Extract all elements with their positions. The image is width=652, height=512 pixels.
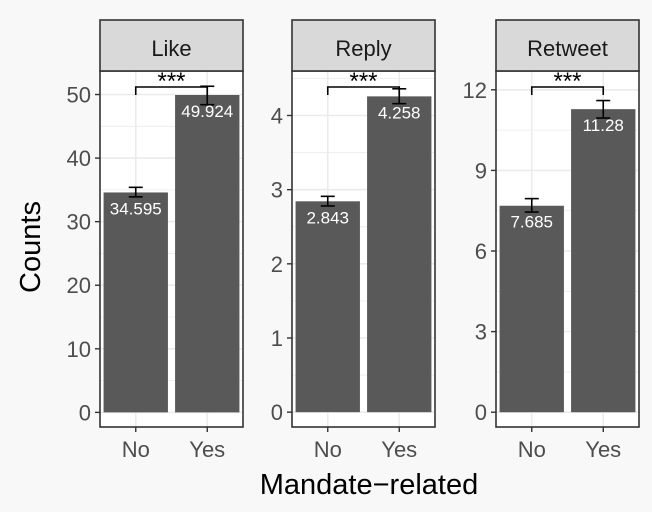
bar-value-label: 34.595 <box>110 199 162 218</box>
significance-stars: *** <box>157 68 185 95</box>
y-tick-label: 30 <box>67 210 91 235</box>
panel-reply: 0 1 2 3 4 2.843 4.258*** Reply No Yes <box>271 19 436 462</box>
y-tick-label: 50 <box>67 83 91 108</box>
y-tick-label: 1 <box>271 326 283 351</box>
facet-strip-label: Retweet <box>527 36 608 61</box>
panel-like: 0 10 20 30 40 50 34.595 49.924 *** Like No Yes <box>67 19 244 462</box>
bar-yes <box>571 109 636 413</box>
y-tick-label: 40 <box>67 146 91 171</box>
bar-no <box>295 201 360 413</box>
y-tick-label: 10 <box>67 337 91 362</box>
significance-bracket <box>134 86 209 95</box>
bar-yes <box>367 96 432 413</box>
bar-value-label: 49.924 <box>181 102 233 121</box>
y-tick-label: 3 <box>475 320 487 345</box>
x-tick-label: No <box>518 437 546 462</box>
facet-strip <box>291 19 436 72</box>
facet-strip-label: Reply <box>335 36 391 61</box>
y-tick-label: 3 <box>271 178 283 203</box>
panel-retweet: 0 3 6 9 12 7.685 11.28 *** Retweet No Yes <box>463 19 640 462</box>
y-tick-label: 0 <box>79 400 91 425</box>
significance-stars: *** <box>349 68 377 95</box>
significance-stars: *** <box>553 68 581 95</box>
y-axis-title: Counts <box>15 201 47 293</box>
x-tick-label: Yes <box>189 437 225 462</box>
y-tick-label: 20 <box>67 273 91 298</box>
bar-yes <box>175 95 240 413</box>
y-tick-label: 9 <box>475 158 487 183</box>
x-tick-label: No <box>122 437 150 462</box>
facet-strip <box>99 19 244 72</box>
x-tick-label: Yes <box>585 437 621 462</box>
bar-value-label: 11.28 <box>583 116 624 135</box>
bar-value-label: 4.258 <box>378 103 421 122</box>
facet-strip-label: Like <box>151 36 191 61</box>
facet-strip <box>495 19 640 72</box>
bar-value-label: 2.843 <box>306 208 349 227</box>
x-tick-label: Yes <box>381 437 417 462</box>
significance-bracket <box>530 86 605 95</box>
significance-bracket <box>326 86 401 95</box>
y-tick-label: 2 <box>271 252 283 277</box>
x-axis-title: Mandate−related <box>260 469 478 501</box>
bar-no <box>499 205 564 413</box>
bar-value-label: 7.685 <box>510 213 553 232</box>
y-tick-label: 12 <box>463 78 487 103</box>
x-tick-label: No <box>314 437 342 462</box>
y-tick-label: 0 <box>271 400 283 425</box>
y-tick-label: 4 <box>271 104 283 129</box>
bar-no <box>103 192 168 413</box>
y-tick-label: 6 <box>475 239 487 264</box>
y-tick-label: 0 <box>475 400 487 425</box>
